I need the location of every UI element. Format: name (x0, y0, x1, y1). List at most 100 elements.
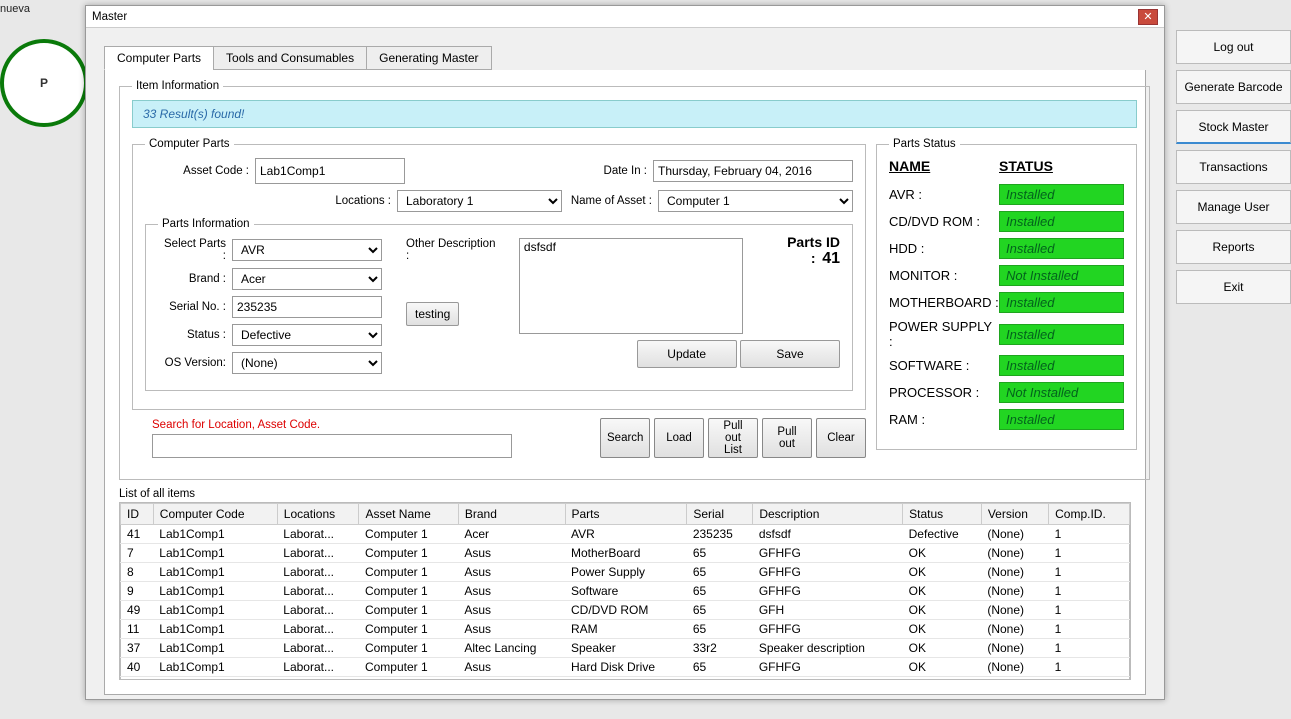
pullout-list-button[interactable]: Pull out List (708, 418, 758, 458)
status-label: Status : (158, 329, 232, 341)
name-asset-select[interactable]: Computer 1 (658, 190, 853, 212)
table-cell: 1 (1049, 639, 1130, 658)
tab-generating-master[interactable]: Generating Master (366, 46, 491, 70)
status-name: RAM : (889, 412, 999, 427)
rightbar-transactions[interactable]: Transactions (1176, 150, 1291, 184)
titlebar: Master ✕ (86, 6, 1164, 28)
table-cell: Lab1Comp1 (153, 544, 277, 563)
table-cell: Laborat... (277, 525, 359, 544)
update-button[interactable]: Update (637, 340, 737, 368)
testing-button[interactable]: testing (406, 302, 459, 326)
asset-code-label: Asset Code : (145, 165, 255, 177)
items-table-wrap[interactable]: IDComputer CodeLocationsAsset NameBrandP… (119, 502, 1131, 680)
table-cell: Laborat... (277, 677, 359, 681)
select-parts-label: Select Parts : (158, 238, 232, 262)
table-cell: Monitor (565, 677, 687, 681)
table-cell: Asus (458, 582, 565, 601)
table-cell: GFHFG (753, 544, 903, 563)
other-desc-textarea[interactable]: dsfsdf (519, 238, 743, 334)
col-header[interactable]: Parts (565, 504, 687, 525)
locations-select[interactable]: Laboratory 1 (397, 190, 562, 212)
rightbar-exit[interactable]: Exit (1176, 270, 1291, 304)
os-select[interactable]: (None) (232, 352, 382, 374)
table-cell: GFHFG (753, 582, 903, 601)
table-row[interactable]: 9Lab1Comp1Laborat...Computer 1AsusSoftwa… (121, 582, 1130, 601)
pullout-button[interactable]: Pull out (762, 418, 812, 458)
table-cell: OK (903, 639, 982, 658)
table-row[interactable]: 8Lab1Comp1Laborat...Computer 1AsusPower … (121, 563, 1130, 582)
rightbar-manage-user[interactable]: Manage User (1176, 190, 1291, 224)
date-in-input[interactable] (653, 160, 853, 182)
col-header[interactable]: Computer Code (153, 504, 277, 525)
load-button[interactable]: Load (654, 418, 704, 458)
table-cell: 1 (1049, 658, 1130, 677)
brand-select[interactable]: Acer (232, 268, 382, 290)
brand-label: Brand : (158, 273, 232, 285)
rightbar-log-out[interactable]: Log out (1176, 30, 1291, 64)
col-header[interactable]: Serial (687, 504, 753, 525)
table-cell: Altec Lancing (458, 639, 565, 658)
rightbar-reports[interactable]: Reports (1176, 230, 1291, 264)
close-icon[interactable]: ✕ (1138, 9, 1158, 25)
table-row[interactable]: 37Lab1Comp1Laborat...Computer 1Altec Lan… (121, 639, 1130, 658)
search-input[interactable] (152, 434, 512, 458)
save-button[interactable]: Save (740, 340, 840, 368)
table-cell: 2 (1049, 677, 1130, 681)
table-cell: Speaker (565, 639, 687, 658)
table-cell: Acer (458, 525, 565, 544)
status-name: MOTHERBOARD : (889, 295, 999, 310)
table-cell: (None) (981, 620, 1048, 639)
table-cell: Power Supply (565, 563, 687, 582)
status-select[interactable]: Defective (232, 324, 382, 346)
name-asset-label: Name of Asset : (562, 195, 658, 207)
table-cell: Lab1Comp1 (153, 582, 277, 601)
table-row[interactable]: 41Lab1Comp1Laborat...Computer 1AcerAVR23… (121, 525, 1130, 544)
col-header[interactable]: Brand (458, 504, 565, 525)
table-cell: AVR (565, 525, 687, 544)
rightbar-generate-barcode[interactable]: Generate Barcode (1176, 70, 1291, 104)
status-value: Installed (999, 355, 1124, 376)
tab-computer-parts[interactable]: Computer Parts (104, 46, 214, 70)
table-cell: OK (903, 563, 982, 582)
table-cell: Lab1Comp1 (153, 525, 277, 544)
table-cell: dsfsdf (753, 525, 903, 544)
table-cell: 1 (1049, 620, 1130, 639)
col-header[interactable]: Status (903, 504, 982, 525)
table-row[interactable]: 49Lab1Comp1Laborat...Computer 1AsusCD/DV… (121, 601, 1130, 620)
col-header[interactable]: Asset Name (359, 504, 458, 525)
status-value: Not Installed (999, 265, 1124, 286)
clear-button[interactable]: Clear (816, 418, 866, 458)
cp-legend: Computer Parts (145, 138, 234, 150)
search-hint: Search for Location, Asset Code. (152, 419, 596, 431)
status-value: Installed (999, 324, 1124, 345)
col-header[interactable]: Comp.ID. (1049, 504, 1130, 525)
parts-id-value: 41 (822, 250, 840, 267)
tab-tools-and-consumables[interactable]: Tools and Consumables (213, 46, 367, 70)
table-row[interactable]: 11Lab1Comp1Laborat...Computer 1AsusRAM65… (121, 620, 1130, 639)
col-header[interactable]: Locations (277, 504, 359, 525)
serial-input[interactable] (232, 296, 382, 318)
col-header[interactable]: Description (753, 504, 903, 525)
table-row[interactable]: 40Lab1Comp1Laborat...Computer 1AsusHard … (121, 658, 1130, 677)
rightbar-stock-master[interactable]: Stock Master (1176, 110, 1291, 144)
table-cell: Computer 1 (359, 563, 458, 582)
col-header[interactable]: Version (981, 504, 1048, 525)
asset-code-input[interactable] (255, 158, 405, 184)
table-cell: Laborat... (277, 639, 359, 658)
item-info-fieldset: Item Information 33 Result(s) found! Com… (119, 80, 1150, 480)
table-cell: Laborat... (277, 582, 359, 601)
status-value: Installed (999, 409, 1124, 430)
search-button[interactable]: Search (600, 418, 650, 458)
status-value: Installed (999, 292, 1124, 313)
table-cell: Computer 1 (359, 544, 458, 563)
table-row[interactable]: 46Lab2Comp1Laborat...Computer 1AsusMonit… (121, 677, 1130, 681)
table-row[interactable]: 7Lab1Comp1Laborat...Computer 1AsusMother… (121, 544, 1130, 563)
table-cell: 11 (121, 620, 154, 639)
table-cell: Lab1Comp1 (153, 601, 277, 620)
status-value: Installed (999, 238, 1124, 259)
item-info-legend: Item Information (132, 80, 223, 92)
select-parts-select[interactable]: AVR (232, 239, 382, 261)
table-cell: Asus (458, 677, 565, 681)
table-cell: 1 (1049, 582, 1130, 601)
col-header[interactable]: ID (121, 504, 154, 525)
